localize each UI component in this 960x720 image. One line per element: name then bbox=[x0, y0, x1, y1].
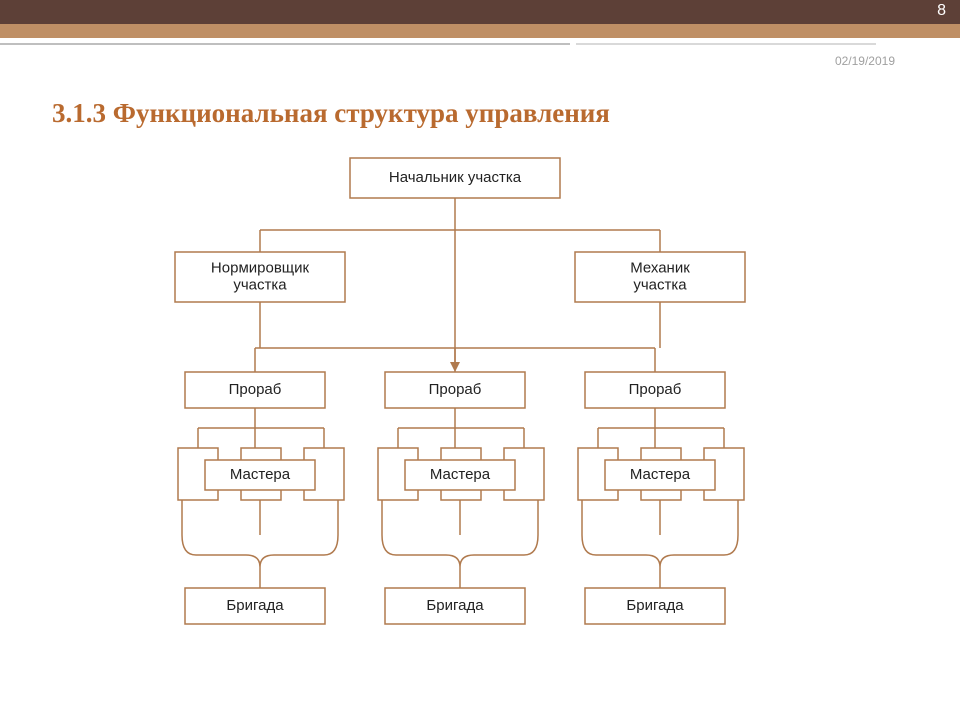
node-label-brig1: Бригада bbox=[226, 597, 284, 614]
node-label-prorab1: Прораб bbox=[229, 381, 282, 398]
node-label-brig2: Бригада bbox=[426, 597, 484, 614]
node-label-prorab2: Прораб bbox=[429, 381, 482, 398]
header-rule-2 bbox=[576, 43, 876, 45]
node-label-master1: Мастера bbox=[230, 466, 291, 483]
node-label-brig3: Бригада bbox=[626, 597, 684, 614]
header-rule-1 bbox=[0, 43, 570, 45]
page-number: 8 bbox=[937, 2, 946, 20]
slide-title: 3.1.3 Функциональная структура управлени… bbox=[52, 98, 610, 129]
node-label-norm: Нормировщик bbox=[211, 259, 310, 276]
org-chart: Начальник участкаНормировщикучасткаМехан… bbox=[0, 150, 960, 710]
node-label-mech: участка bbox=[633, 276, 687, 293]
slide-date: 02/19/2019 bbox=[835, 54, 895, 68]
header-bar-dark bbox=[0, 0, 960, 24]
node-label-mech: Механик bbox=[630, 259, 690, 276]
node-label-head: Начальник участка bbox=[389, 169, 522, 186]
node-label-master3: Мастера bbox=[630, 466, 691, 483]
node-label-norm: участка bbox=[233, 276, 287, 293]
node-label-prorab3: Прораб bbox=[629, 381, 682, 398]
header-bar-light bbox=[0, 24, 960, 38]
node-label-master2: Мастера bbox=[430, 466, 491, 483]
